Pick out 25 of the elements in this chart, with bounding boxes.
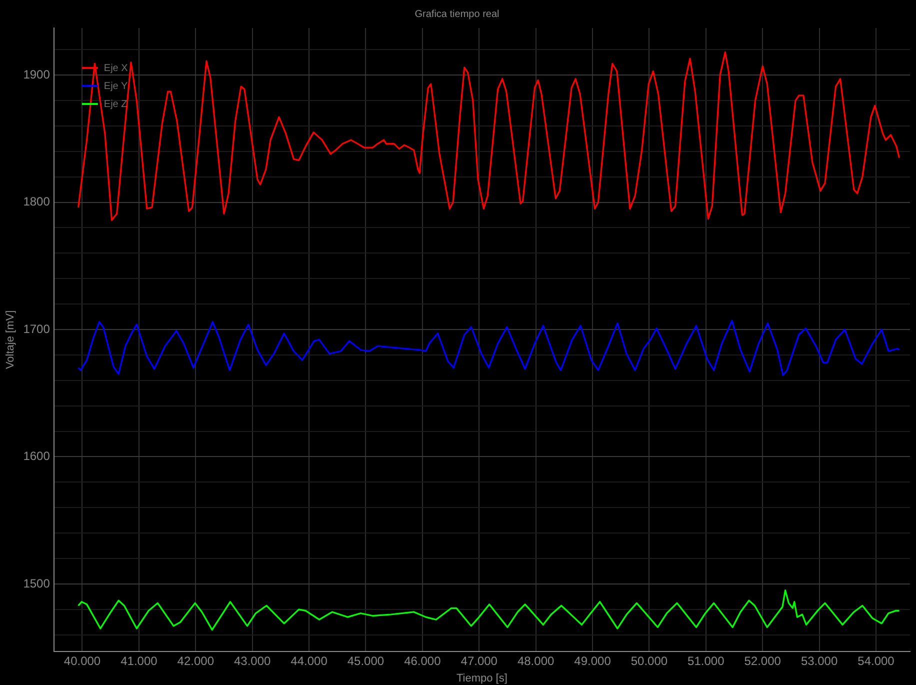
x-tick-label: 52.000 (744, 654, 782, 668)
x-tick-label: 41.000 (120, 654, 158, 668)
x-tick-label: 45.000 (347, 654, 384, 668)
x-tick-label: 54.000 (858, 654, 895, 668)
x-tick-label: 40.000 (64, 654, 101, 668)
x-axis-title: Tiempo [s] (456, 672, 508, 684)
x-tick-label: 44.000 (290, 654, 328, 668)
y-tick-label: 1500 (23, 576, 50, 590)
y-tick-label: 1900 (23, 67, 50, 82)
x-tick-label: 42.000 (177, 654, 214, 668)
legend-label: Eje X (104, 62, 128, 74)
x-tick-label: 53.000 (800, 654, 838, 668)
y-tick-label: 1700 (23, 322, 50, 336)
y-tick-label: 1800 (23, 194, 50, 209)
x-tick-label: 46.000 (404, 654, 442, 668)
x-tick-label: 51.000 (688, 654, 725, 668)
legend-label: Eje Y (104, 80, 128, 92)
y-tick-label: 1600 (23, 449, 50, 464)
x-tick-label: 50.000 (630, 654, 668, 668)
x-tick-label: 49.000 (574, 654, 612, 668)
x-tick-label: 43.000 (234, 654, 272, 668)
chart-title: Grafica tiempo real (414, 8, 500, 20)
y-axis-title: Voltaje [mV] (4, 310, 17, 370)
x-tick-label: 48.000 (517, 654, 554, 668)
x-tick-label: 47.000 (460, 654, 498, 668)
